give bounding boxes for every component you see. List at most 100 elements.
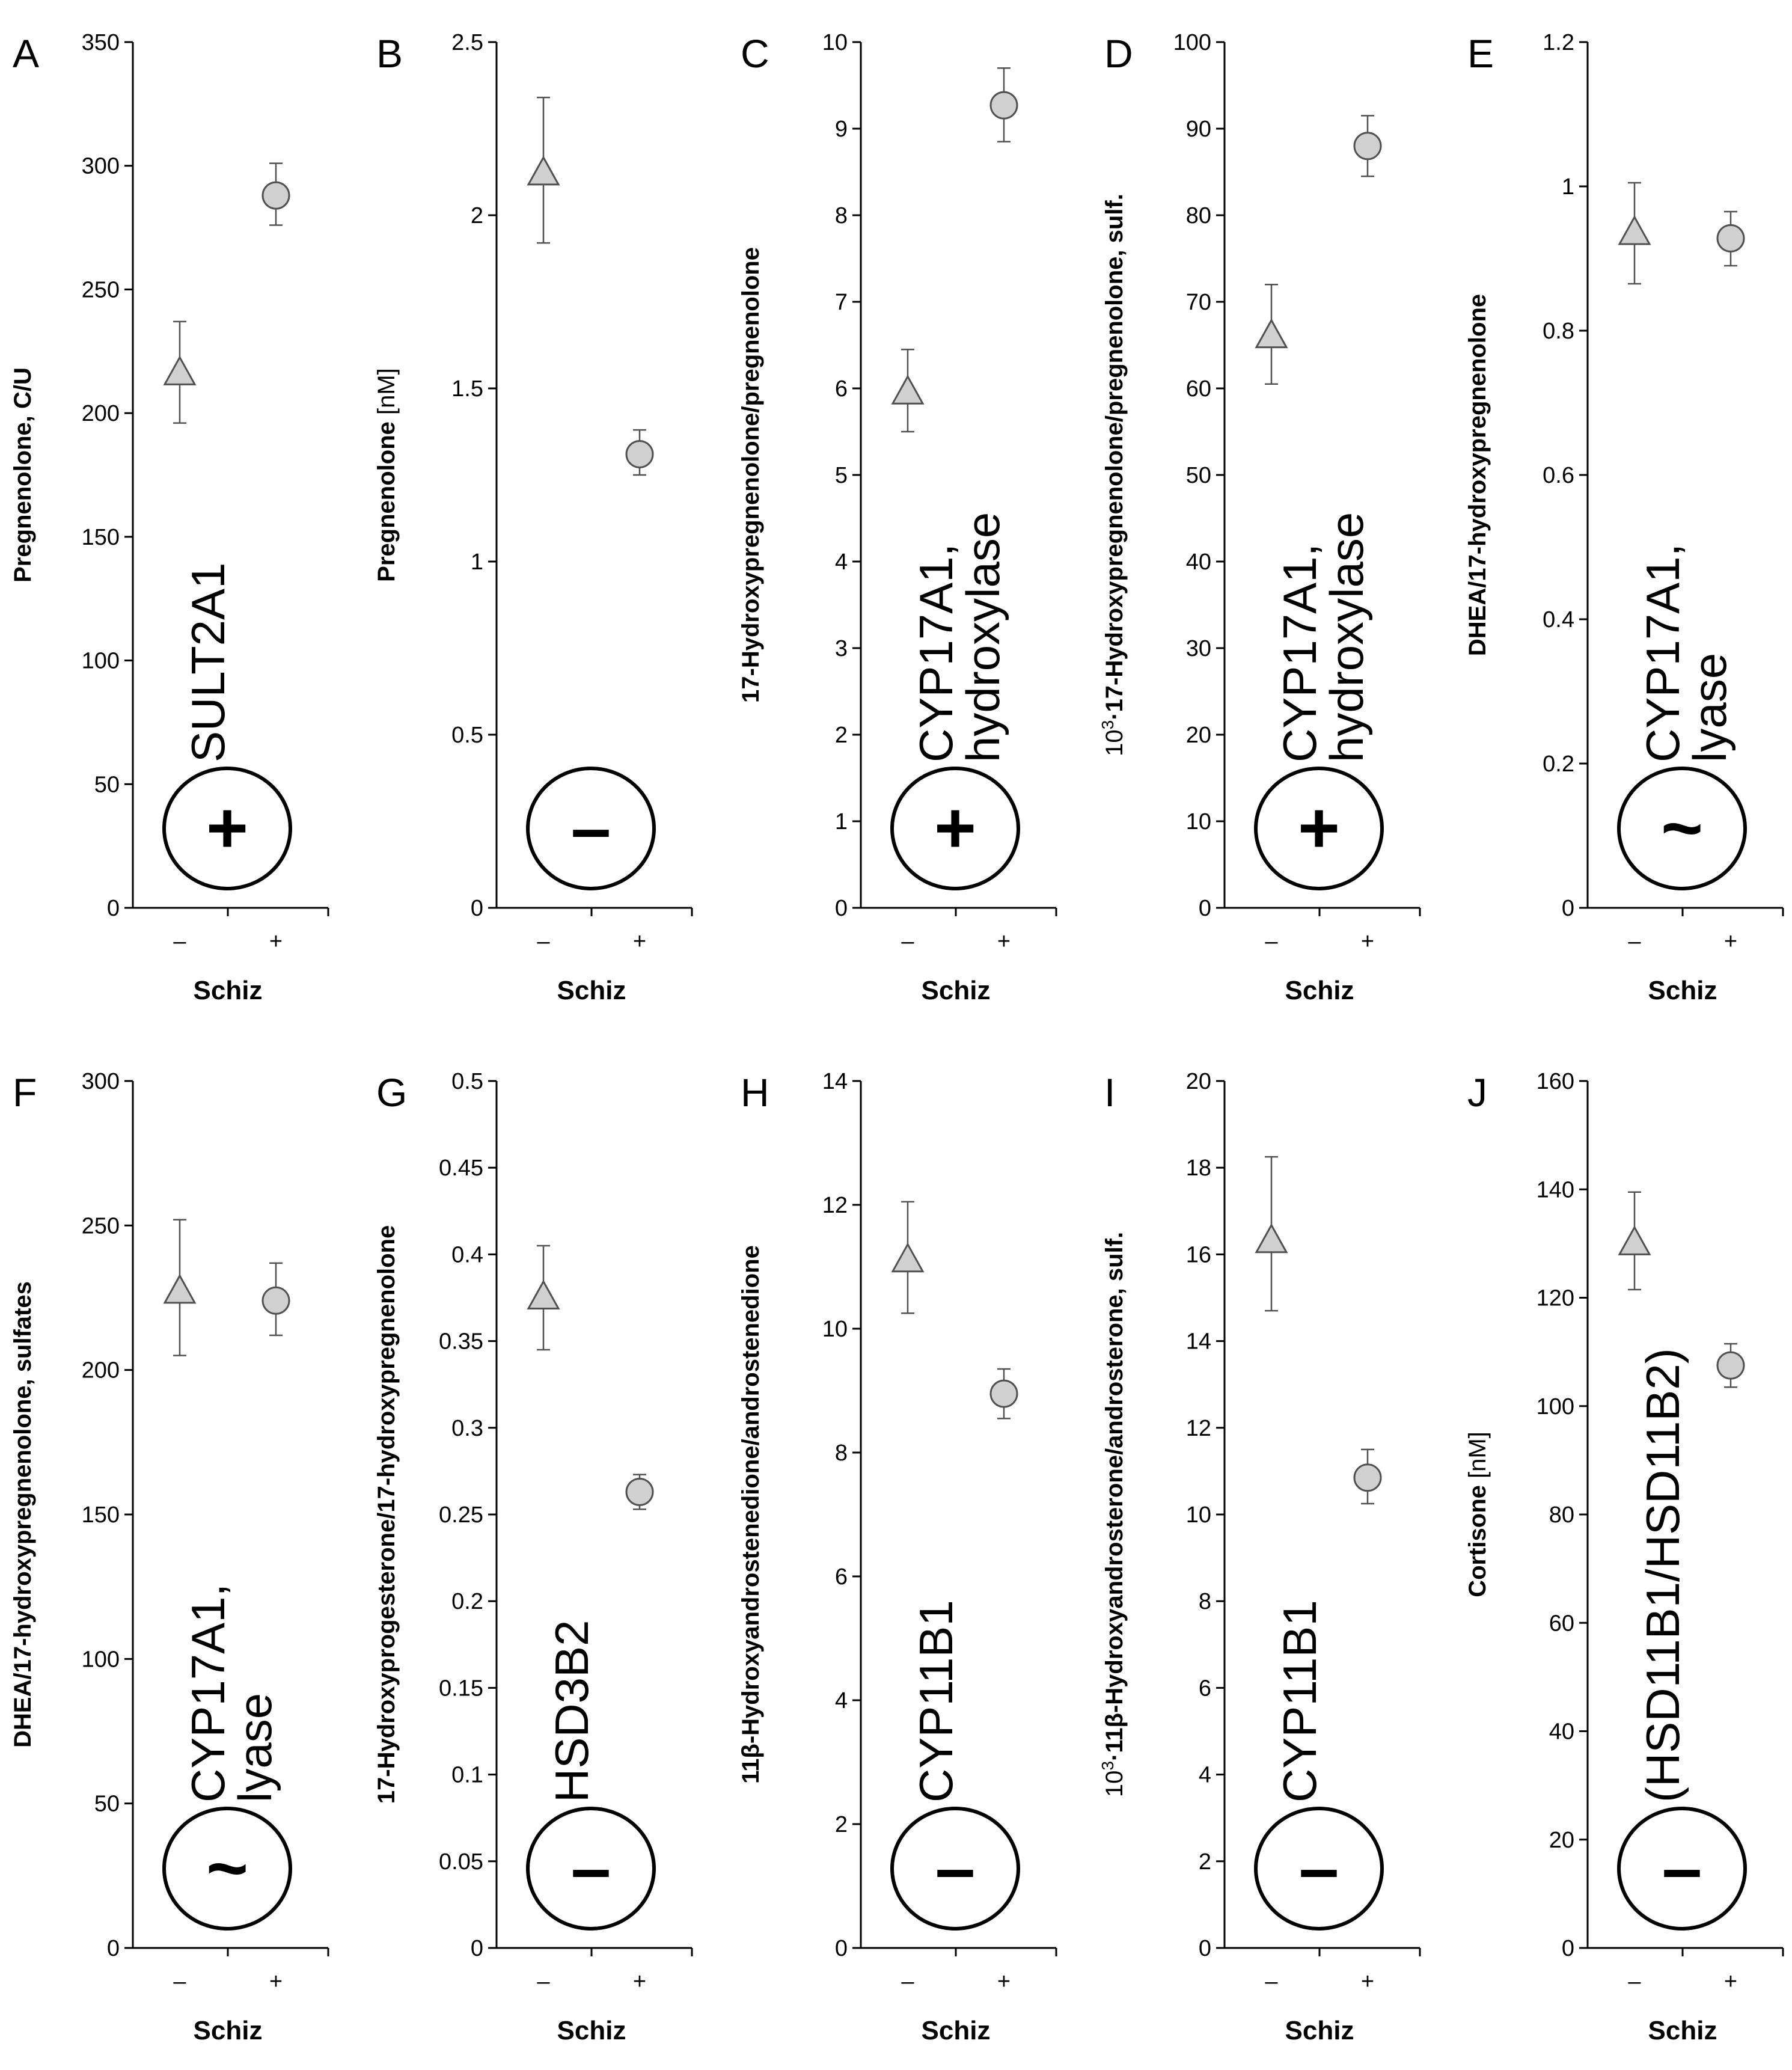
- panel-letter: D: [1104, 31, 1133, 76]
- y-tick-label: 0.5: [451, 1069, 483, 1094]
- effect-sign: –: [571, 788, 611, 868]
- x-group-label: –: [1265, 1969, 1278, 1994]
- data-point-triangle: [527, 1279, 560, 1309]
- data-point-triangle: [163, 1273, 197, 1304]
- y-tick-label: 18: [1186, 1156, 1211, 1181]
- y-tick-label: 0: [1562, 1936, 1574, 1961]
- enzyme-label: SULT2A1: [182, 563, 234, 762]
- data-point-circle: [261, 1286, 290, 1315]
- y-axis-label: 17-Hydroxypregnenolone/pregnenolone: [738, 247, 764, 703]
- y-tick-label: 10: [822, 30, 848, 55]
- y-axis-label: Pregnenolone, C/U: [10, 367, 36, 583]
- enzyme-label: lyase: [1683, 653, 1736, 762]
- data-point-triangle: [163, 355, 197, 385]
- y-tick-label: 150: [82, 525, 120, 550]
- x-axis-label: Schiz: [194, 2016, 263, 2045]
- enzyme-label: lyase: [228, 1693, 281, 1802]
- y-tick-label: 10: [1186, 809, 1211, 834]
- effect-circle: [162, 767, 292, 890]
- effect-sign: –: [935, 1828, 976, 1908]
- x-group-label: –: [173, 929, 186, 954]
- y-tick-label: 100: [1537, 1394, 1574, 1419]
- panel-f: F 0 50 100 150 200 250 300 – +Schiz DHEA/17-hydrox…: [10, 1069, 329, 2045]
- y-tick-label: 12: [1186, 1416, 1211, 1441]
- data-point-triangle: [527, 155, 560, 186]
- y-axis-label-unit: [nM]: [373, 368, 400, 421]
- y-tick-label: 60: [1186, 376, 1211, 402]
- y-tick-label: 3: [835, 636, 848, 661]
- panel-letter: A: [13, 31, 39, 76]
- y-tick-label: 120: [1537, 1286, 1574, 1311]
- y-tick-label: 0: [471, 1936, 483, 1961]
- y-tick-label: 14: [822, 1069, 848, 1094]
- y-axis-label-text: Pregnenolone: [373, 421, 400, 582]
- effect-circle: [162, 1807, 292, 1931]
- panel-j: J 0 20 40 60 80 100 120 140 160 – + Schiz Cortisone […: [1464, 1069, 1784, 2045]
- y-tick-label: 1.5: [451, 376, 483, 402]
- y-tick-label: 160: [1537, 1069, 1574, 1094]
- y-tick-label: 90: [1186, 117, 1211, 142]
- y-tick-label: 0: [107, 1936, 120, 1961]
- data-point-triangle: [1255, 318, 1288, 349]
- y-tick-label: 140: [1537, 1177, 1574, 1202]
- data-point-circle: [1716, 224, 1745, 253]
- data-point-triangle: [891, 1242, 925, 1273]
- y-tick-label: 40: [1186, 550, 1211, 575]
- y-tick-label: 50: [94, 1792, 120, 1817]
- y-tick-label: 14: [1186, 1329, 1211, 1355]
- panel-b: B 0 0.5 1 1.5 2 2.5 – + Schiz Pregnenolone [nM] –: [373, 30, 693, 1005]
- panel-letter: J: [1467, 1070, 1487, 1115]
- y-axis-label: Cortisone [nM]: [1464, 1432, 1491, 1597]
- y-tick-label: 4: [1199, 1763, 1211, 1788]
- y-axis-label: 103·17-Hydroxypregnenolone/pregnenolone,…: [1098, 194, 1128, 756]
- y-tick-label: 10: [1186, 1502, 1211, 1528]
- x-group-label: +: [269, 929, 283, 954]
- y-tick-label: 250: [82, 1213, 120, 1239]
- y-axis-label-text: DHEA/17-hydroxypregnenolone, sulfates: [10, 1281, 36, 1748]
- x-axis-label: Schiz: [194, 976, 263, 1005]
- x-group-label: +: [997, 929, 1011, 954]
- enzyme-label: CYP17A1,: [1273, 544, 1326, 762]
- data-point-triangle: [1255, 1223, 1288, 1254]
- y-tick-label: 0.2: [451, 1589, 483, 1614]
- y-tick-label: 0.15: [439, 1676, 483, 1701]
- y-tick-label: 1: [471, 550, 483, 575]
- panel-letter: E: [1467, 31, 1494, 76]
- y-tick-label: 2: [1199, 1849, 1211, 1875]
- y-tick-label: 0: [1199, 896, 1211, 921]
- y-tick-label: 2.5: [451, 30, 483, 55]
- y-axis-label: Pregnenolone [nM]: [373, 368, 400, 582]
- y-tick-label: 50: [1186, 463, 1211, 488]
- y-tick-label: 9: [835, 117, 848, 142]
- y-axis-label-text: Pregnenolone, C/U: [10, 367, 36, 583]
- effect-sign: +: [934, 788, 976, 868]
- effect-sign: ~: [206, 1828, 248, 1908]
- y-tick-label: 0.45: [439, 1156, 483, 1181]
- y-axis-label-unit: [nM]: [1464, 1432, 1491, 1485]
- effect-circle: [1617, 767, 1747, 890]
- panel-g: G 0 0.05 0.1 0.15 0.2 0.25 0.3 0.35 0.4 0.45 0.5 – + S…: [373, 1069, 693, 2045]
- enzyme-label: CYP11B1: [1273, 1600, 1326, 1802]
- data-point-circle: [989, 1379, 1018, 1408]
- y-tick-label: 0: [835, 896, 848, 921]
- y-tick-label: 0.5: [451, 723, 483, 748]
- y-tick-label: 350: [82, 30, 120, 55]
- enzyme-label: CYP11B1: [910, 1600, 962, 1802]
- effect-circle: [1254, 1807, 1384, 1931]
- data-point-circle: [625, 1478, 654, 1507]
- x-axis-label: Schiz: [922, 976, 991, 1005]
- y-tick-label: 80: [1186, 203, 1211, 228]
- x-axis-label: Schiz: [557, 2016, 626, 2045]
- x-group-label: +: [997, 1969, 1011, 1994]
- y-tick-label: 0: [107, 896, 120, 921]
- y-axis-label-superscript: 3: [1098, 1761, 1117, 1771]
- y-tick-label: 0.8: [1543, 319, 1574, 344]
- data-point-triangle: [1618, 1225, 1651, 1255]
- enzyme-label: CYP17A1,: [910, 544, 962, 762]
- y-axis-label-text: DHEA/17-hydroxypregnenolone: [1464, 294, 1491, 656]
- y-tick-label: 5: [835, 463, 848, 488]
- x-group-label: +: [1724, 929, 1737, 954]
- effect-circle: [890, 767, 1020, 890]
